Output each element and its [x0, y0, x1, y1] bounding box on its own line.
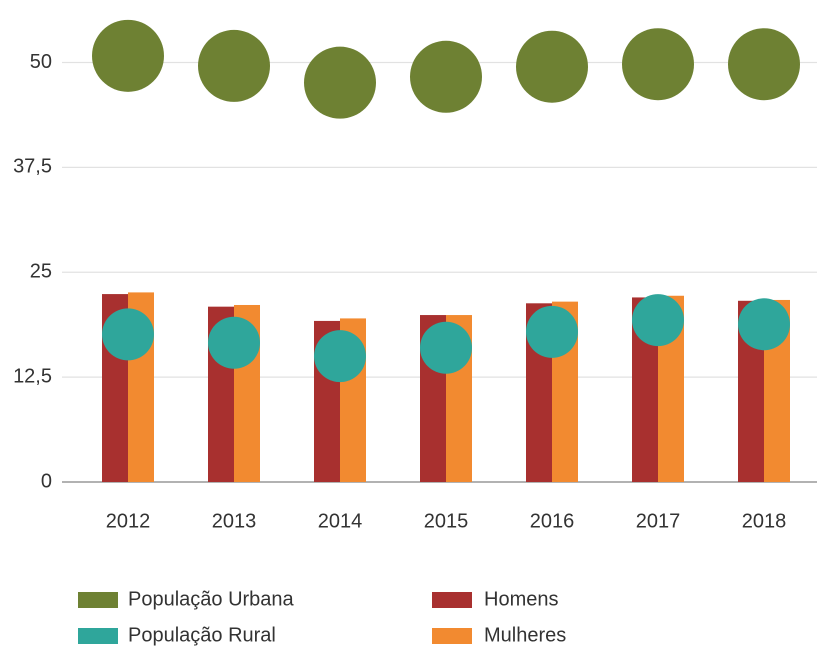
x-tick-label: 2018: [742, 510, 787, 532]
y-tick-label: 37,5: [13, 156, 52, 178]
point: [622, 28, 694, 101]
x-tick-label: 2017: [636, 510, 681, 532]
point: [526, 305, 578, 358]
x-tick-label: 2012: [106, 510, 151, 532]
point: [728, 28, 800, 101]
x-tick-label: 2015: [424, 510, 469, 532]
point: [92, 19, 164, 92]
x-tick-label: 2013: [212, 510, 257, 532]
point: [198, 29, 270, 102]
point: [516, 30, 588, 103]
y-tick-label: 12,5: [13, 365, 52, 387]
y-tick-label: 50: [30, 51, 52, 73]
y-tick-label: 0: [41, 470, 52, 492]
legend-swatch: [432, 592, 472, 608]
y-tick-label: 25: [30, 261, 52, 283]
legend-label: População Urbana: [128, 588, 295, 610]
x-tick-label: 2014: [318, 510, 363, 532]
x-tick-label: 2016: [530, 510, 575, 532]
legend-swatch: [78, 592, 118, 608]
legend-label: População Rural: [128, 624, 276, 646]
legend-swatch: [432, 628, 472, 644]
point: [102, 308, 154, 361]
legend-label: Homens: [484, 588, 558, 610]
point: [420, 321, 472, 374]
point: [314, 330, 366, 383]
point: [632, 294, 684, 347]
point: [410, 40, 482, 113]
point: [304, 46, 376, 119]
legend-label: Mulheres: [484, 624, 566, 646]
legend-swatch: [78, 628, 118, 644]
point: [208, 316, 260, 369]
point: [738, 298, 790, 351]
